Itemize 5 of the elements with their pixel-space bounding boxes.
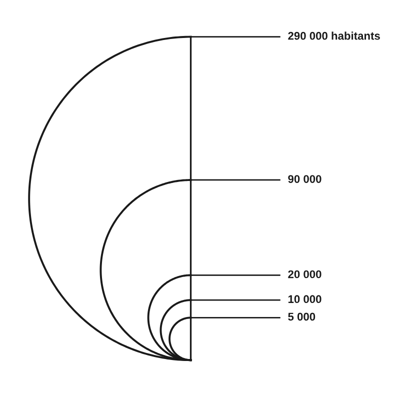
data-label: 90 000 xyxy=(288,175,322,183)
data-label: 290 000 habitants xyxy=(288,32,380,40)
data-label: 5 000 xyxy=(288,312,316,321)
data-label: 10 000 xyxy=(288,295,322,304)
data-label: 20 000 xyxy=(288,270,322,278)
